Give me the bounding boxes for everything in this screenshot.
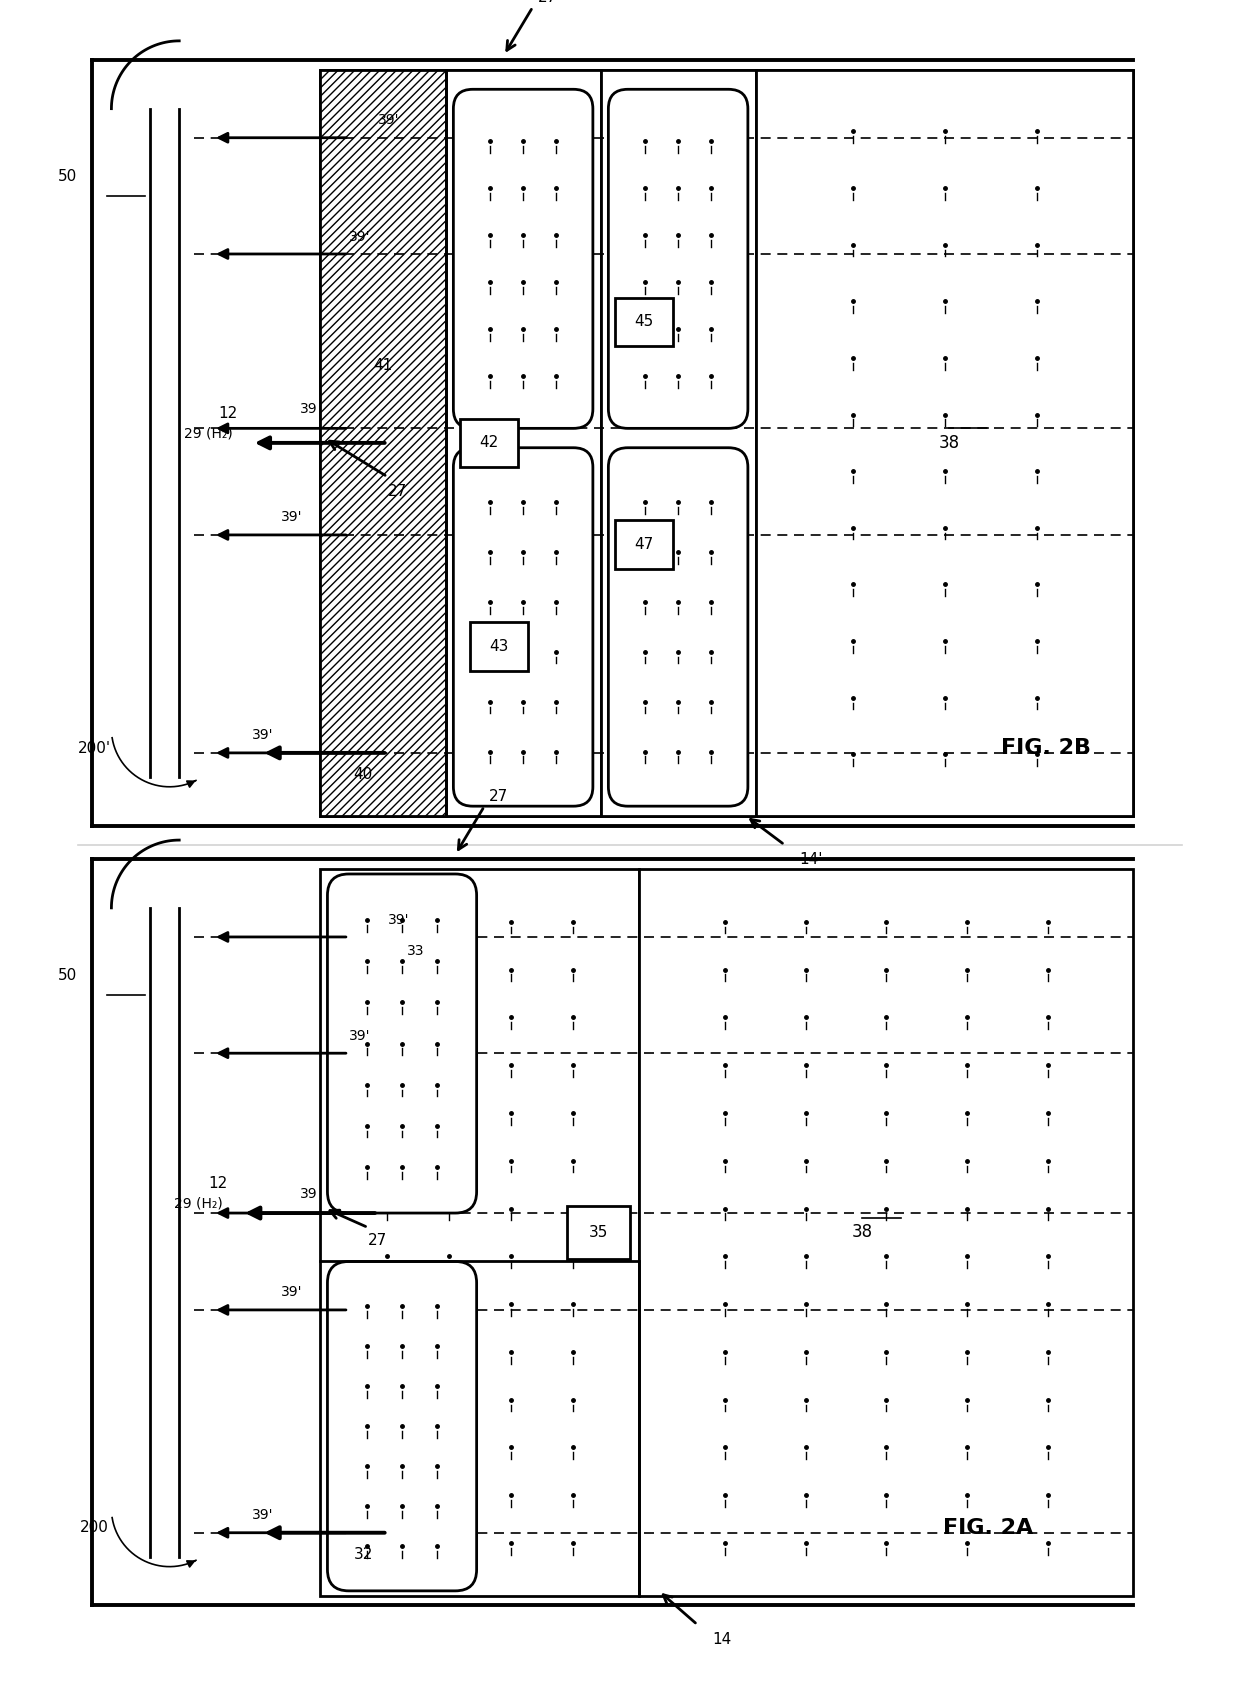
Text: 27: 27 [368,1233,387,1247]
Text: 35: 35 [589,1225,608,1240]
Bar [320,869,640,1596]
Text: 40: 40 [353,767,373,782]
Text: 42: 42 [480,435,498,450]
Text: 200: 200 [79,1520,109,1535]
Text: 12: 12 [208,1176,228,1191]
Bar [320,69,445,816]
Text: 39': 39' [252,728,273,743]
Text: 45: 45 [635,315,653,329]
FancyBboxPatch shape [454,448,593,805]
Bar [445,69,600,816]
Text: 29 (H₂): 29 (H₂) [184,426,233,440]
Text: 50: 50 [58,969,77,984]
Text: FIG. 2A: FIG. 2A [942,1518,1033,1538]
Text: 12: 12 [218,406,237,421]
Bar [755,69,1133,816]
Text: 39: 39 [300,1186,317,1201]
Text: 200': 200' [78,740,112,755]
Text: 29 (H₂): 29 (H₂) [174,1196,223,1210]
Text: 27: 27 [538,0,557,5]
Text: 39': 39' [281,1286,303,1299]
Bar [460,418,518,467]
Text: 39: 39 [300,403,317,416]
FancyBboxPatch shape [327,1262,476,1591]
Text: 39': 39' [252,1508,273,1522]
Text: 50: 50 [58,168,77,184]
Text: 14': 14' [800,853,822,868]
Text: 32: 32 [353,1547,373,1562]
Text: 27: 27 [490,789,508,804]
Text: 27: 27 [388,484,407,499]
Text: 38: 38 [939,435,960,452]
Bar [600,69,755,816]
FancyBboxPatch shape [609,89,748,428]
FancyBboxPatch shape [454,89,593,428]
Text: 39': 39' [378,113,399,128]
Bar [320,69,1133,816]
Bar [615,521,673,570]
Text: 39': 39' [348,229,371,244]
Text: 39': 39' [387,913,409,927]
Text: 39': 39' [348,1030,371,1043]
FancyBboxPatch shape [327,875,476,1213]
Bar [470,622,528,671]
Text: 41: 41 [373,357,392,372]
FancyBboxPatch shape [609,448,748,805]
Text: 33: 33 [407,945,424,959]
Text: 14: 14 [712,1631,732,1646]
Text: 38: 38 [852,1223,873,1242]
Bar [615,298,673,345]
Text: 43: 43 [490,639,508,654]
Bar [567,1206,630,1259]
Text: 39': 39' [281,511,303,524]
Text: FIG. 2B: FIG. 2B [1001,738,1091,758]
Text: 47: 47 [635,538,653,553]
Bar [640,869,1133,1596]
